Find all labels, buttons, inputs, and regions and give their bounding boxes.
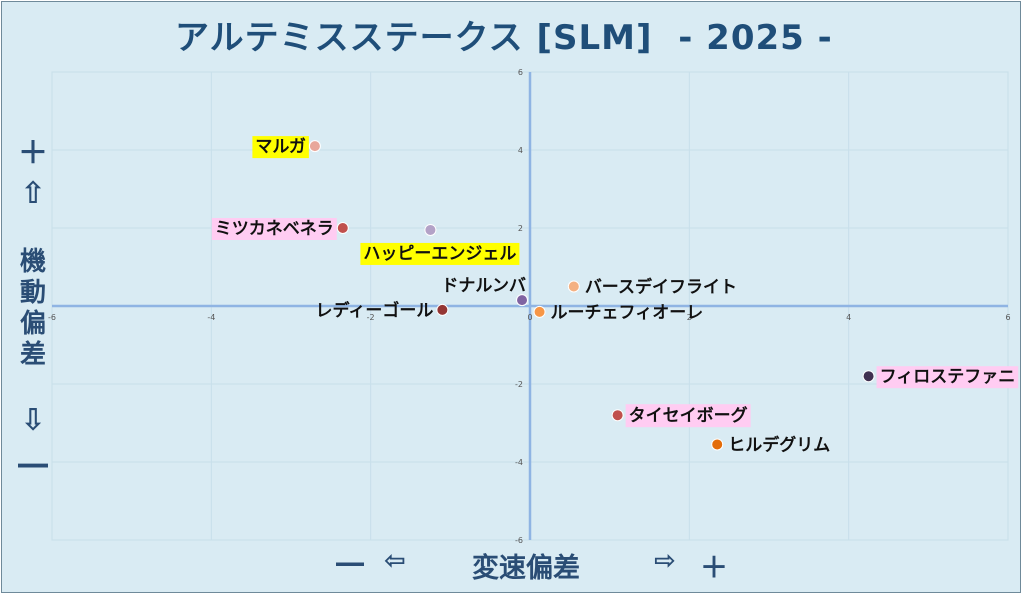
- x-plus-sign: ＋: [700, 551, 729, 584]
- data-point: [436, 303, 449, 316]
- data-point: [567, 280, 580, 293]
- point-label: マルガ: [255, 137, 306, 157]
- y-minus-sign: ―: [18, 447, 48, 482]
- y-tick-label: 6: [518, 68, 523, 77]
- data-point-group: フィロステファニ: [862, 366, 1019, 389]
- chart-title: アルテミスステークス [SLM] - 2025 -: [175, 18, 833, 58]
- data-point: [862, 370, 875, 383]
- y-tick-label: 4: [518, 146, 523, 155]
- data-point-group: タイセイボーグ: [611, 404, 751, 428]
- y-tick-label: -2: [515, 380, 523, 389]
- point-label: ドナルンバ: [441, 276, 526, 296]
- point-label: ミツカネベネラ: [215, 219, 334, 239]
- y-axis-label-char-2: 動: [19, 278, 46, 308]
- data-point-group: ドナルンバ: [441, 276, 529, 307]
- x-tick-label: 4: [846, 313, 851, 322]
- x-axis-label: 変速偏差: [472, 553, 580, 584]
- y-plus-sign: ＋: [18, 136, 48, 171]
- point-label: フィロステファニ: [880, 367, 1016, 387]
- data-point-group: マルガ: [252, 136, 321, 159]
- data-point-group: レディーゴール: [316, 300, 449, 321]
- data-point-group: ルーチェフィオーレ: [533, 303, 704, 323]
- axes: [52, 72, 1008, 540]
- point-label: ヒルデグリム: [728, 434, 830, 455]
- x-right-arrow-icon: ⇨: [654, 546, 676, 576]
- point-label: タイセイボーグ: [629, 405, 748, 426]
- point-label-highlight: [211, 218, 337, 240]
- x-tick-label: -4: [207, 313, 215, 322]
- x-tick-label: 6: [1005, 313, 1010, 322]
- data-point: [424, 223, 437, 236]
- data-point: [611, 409, 624, 422]
- y-axis-label-char-1: 機: [19, 247, 46, 277]
- point-label: バースデイフライト: [585, 277, 737, 298]
- x-tick-label: -2: [367, 313, 375, 322]
- data-point: [336, 222, 349, 234]
- point-label-highlight: [876, 366, 1019, 389]
- y-tick-label: -4: [515, 458, 523, 467]
- data-point: [711, 438, 724, 451]
- point-label-highlight: [625, 404, 751, 428]
- point-label: レディーゴール: [316, 300, 434, 321]
- y-tick-label: -6: [515, 536, 523, 545]
- point-label: ハッピーエンジェル: [363, 244, 516, 264]
- x-tick-label: 0: [527, 313, 532, 322]
- data-point-group: ヒルデグリム: [711, 434, 830, 455]
- x-minus-sign: ―: [336, 546, 364, 579]
- point-label: ルーチェフィオーレ: [551, 303, 704, 323]
- y-tick-label: 2: [518, 224, 523, 233]
- tick-labels: -6 -4 -2 0 2 4 6 -6 -4 -2 2 4 6: [48, 68, 1011, 545]
- data-point-group: ハッピーエンジェル: [360, 223, 520, 265]
- y-up-arrow-icon: ⇧: [20, 176, 46, 211]
- data-point: [308, 140, 321, 153]
- data-point-group: バースデイフライト: [567, 277, 737, 298]
- y-axis-label-char-3: 偏: [19, 309, 46, 339]
- data-point: [516, 294, 529, 307]
- y-down-arrow-icon: ⇩: [20, 403, 46, 438]
- x-tick-label: 2: [687, 313, 692, 322]
- y-axis-label-char-4: 差: [19, 340, 46, 370]
- data-point-group: ミツカネベネラ: [211, 218, 349, 240]
- x-left-arrow-icon: ⇦: [384, 546, 406, 576]
- point-label-highlight: [252, 136, 309, 159]
- data-point: [533, 305, 546, 318]
- x-tick-label: -6: [48, 313, 56, 322]
- point-label-highlight: [360, 242, 520, 265]
